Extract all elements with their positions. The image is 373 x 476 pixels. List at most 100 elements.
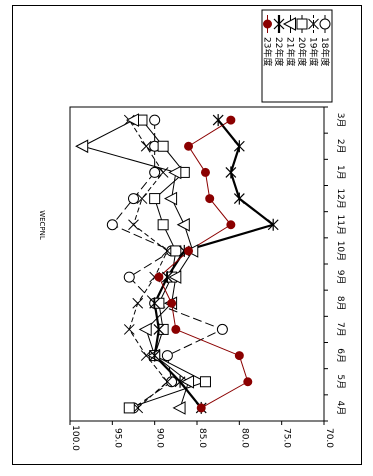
- data-point-1-6-shape: [123, 271, 135, 283]
- y-tick-label: 90.0: [155, 428, 165, 448]
- data-point-3-1-shape: [123, 402, 135, 414]
- data-point-3-2: [199, 376, 211, 388]
- y-axis: 70.0 75.0 80.0 85.0 90.0 95.0 100.0: [69, 421, 334, 451]
- legend-item-5: 22年度: [273, 15, 285, 66]
- data-point-4-6-shape: [168, 270, 182, 284]
- data-point-5-3: [149, 349, 161, 362]
- data-point-1-2-shape: [166, 376, 178, 388]
- legend-swatch-marker: [319, 18, 331, 30]
- data-point-2-10-stroke-b: [157, 167, 169, 178]
- y-tick-label: 80.0: [239, 428, 249, 448]
- data-point-2-8-stroke-b: [128, 219, 139, 231]
- x-tick-label: 8月: [335, 296, 346, 311]
- data-point-1-3: [161, 350, 173, 362]
- data-point-6-8-shape: [226, 220, 236, 230]
- data-point-2-9-stroke-b: [136, 193, 148, 204]
- data-point-5-8: [267, 218, 279, 231]
- x-tick-label: 6月: [335, 348, 346, 363]
- x-tick-label: 11月: [335, 215, 346, 235]
- data-point-1-12-shape: [149, 114, 161, 126]
- data-point-4-2: [180, 374, 195, 389]
- y-tick-label: 100.0: [70, 425, 80, 451]
- data-point-6-1: [196, 403, 206, 413]
- legend-label: 20年度: [296, 37, 308, 66]
- data-point-2-2: [162, 376, 173, 388]
- data-point-6-9: [205, 194, 215, 204]
- data-point-4-4-shape: [138, 322, 152, 337]
- data-point-1-12: [149, 114, 161, 126]
- legend-swatch-marker: [282, 17, 296, 31]
- data-point-3-11: [157, 140, 169, 152]
- data-point-1-8: [106, 219, 118, 231]
- data-point-4-9-shape: [164, 191, 178, 206]
- data-point-5-10: [225, 166, 237, 179]
- data-point-3-7: [170, 245, 182, 257]
- data-point-4-12-shape: [125, 113, 139, 127]
- legend-swatch-marker-shape: [319, 18, 331, 30]
- data-point-6-3-shape: [234, 351, 244, 361]
- data-point-2-8: [128, 219, 139, 231]
- x-tick-label: 4月: [335, 401, 346, 416]
- x-tick-label: 2月: [335, 139, 346, 154]
- data-point-1-9-shape: [128, 193, 139, 205]
- data-point-6-2: [243, 377, 253, 387]
- legend-label: 18年度: [319, 37, 331, 66]
- data-point-6-4: [171, 324, 181, 334]
- data-point-6-1-shape: [196, 403, 206, 413]
- data-point-3-11-shape: [157, 140, 169, 152]
- data-point-1-4-shape: [216, 323, 228, 335]
- series-markers: [75, 113, 279, 415]
- data-point-5-5: [149, 297, 161, 310]
- data-point-4-9: [164, 191, 178, 206]
- data-point-5-4: [153, 323, 165, 336]
- data-point-6-11-shape: [184, 141, 194, 151]
- data-point-4-1: [172, 401, 186, 415]
- data-point-6-7-shape: [184, 246, 194, 256]
- y-tick-label: 95.0: [112, 428, 122, 448]
- legend-item-6: 23年度: [262, 15, 274, 66]
- legend-item-4: 21年度: [282, 15, 297, 66]
- data-point-3-9-shape: [149, 193, 161, 205]
- data-point-6-5-shape: [167, 298, 177, 308]
- data-point-6-10: [200, 167, 210, 177]
- data-point-6-5: [167, 298, 177, 308]
- data-point-3-7-shape: [170, 245, 182, 257]
- legend-swatch-marker-shape: [296, 18, 308, 30]
- data-point-4-4: [138, 322, 152, 337]
- legend-label: 23年度: [262, 37, 274, 66]
- x-tick-label: 10月: [335, 241, 346, 261]
- x-axis: 4月 5月 6月 7月 8月 9月 10月 11月 12月 1月 2月 3月: [324, 106, 346, 422]
- chart-title: WECPNL: [38, 210, 46, 240]
- data-point-2-4: [123, 324, 135, 335]
- data-point-2-4-stroke-b: [123, 324, 135, 335]
- data-point-5-2: [174, 375, 186, 388]
- data-point-6-4-shape: [171, 324, 181, 334]
- data-point-1-9: [128, 193, 139, 205]
- legend-swatch-marker: [273, 18, 285, 30]
- data-point-2-11-stroke-b: [140, 140, 152, 152]
- data-point-5-11: [233, 140, 245, 153]
- data-point-3-2-shape: [199, 376, 211, 388]
- data-point-4-10-shape: [168, 165, 182, 180]
- data-point-5-12: [212, 114, 224, 127]
- legend-label: 22年度: [273, 37, 285, 66]
- legend-swatch-marker: [296, 18, 308, 30]
- data-point-1-10: [149, 166, 161, 178]
- data-point-2-5: [132, 297, 144, 309]
- x-tick-label: 9月: [335, 270, 346, 285]
- data-point-4-11: [75, 139, 89, 154]
- data-point-6-7: [184, 246, 194, 256]
- data-point-4-2-shape: [180, 374, 195, 389]
- legend-item-1: 18年度: [319, 15, 331, 66]
- data-point-6-12: [226, 115, 236, 125]
- data-point-1-3-shape: [161, 350, 173, 362]
- data-point-6-6: [154, 272, 164, 282]
- data-point-5-6: [161, 271, 173, 284]
- series-line-6: [158, 119, 249, 409]
- data-point-4-8: [176, 217, 190, 232]
- data-point-3-8: [157, 219, 169, 231]
- data-point-2-10: [157, 167, 169, 178]
- data-point-4-11-shape: [75, 139, 89, 154]
- x-tick-label: 1月: [335, 165, 346, 180]
